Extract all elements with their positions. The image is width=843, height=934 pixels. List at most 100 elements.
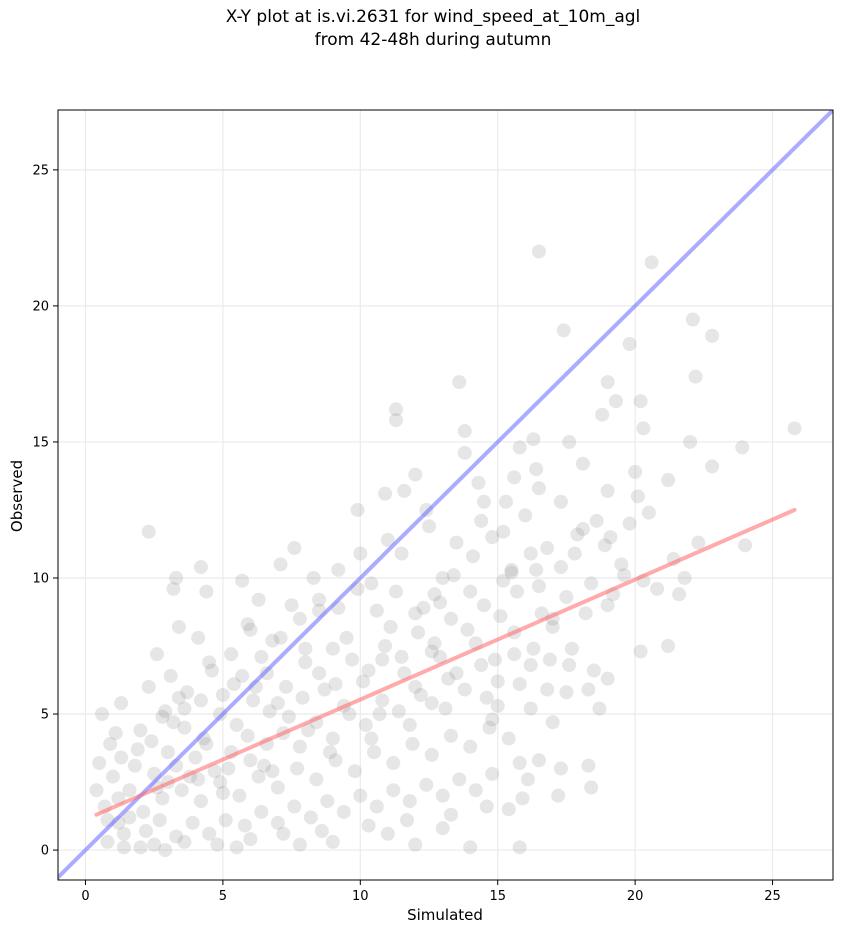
data-point: [523, 658, 538, 673]
data-point: [339, 630, 354, 645]
data-point: [367, 745, 382, 760]
data-point: [171, 619, 186, 634]
data-point: [474, 658, 489, 673]
data-point: [306, 570, 321, 585]
data-point: [345, 652, 360, 667]
data-point: [479, 799, 494, 814]
data-point: [356, 674, 371, 689]
data-point: [155, 709, 170, 724]
data-point: [487, 652, 502, 667]
data-point: [254, 649, 269, 664]
data-point: [122, 810, 137, 825]
data-point: [177, 834, 192, 849]
data-point: [457, 445, 472, 460]
data-point: [323, 745, 338, 760]
data-point: [215, 687, 230, 702]
data-point: [600, 375, 615, 390]
data-point: [116, 840, 131, 855]
data-point: [586, 663, 601, 678]
data-point: [158, 843, 173, 858]
data-point: [166, 581, 181, 596]
plot-frame: [57, 109, 834, 881]
data-point: [457, 682, 472, 697]
data-point: [485, 766, 500, 781]
data-point: [644, 255, 659, 270]
data-point: [290, 761, 305, 776]
data-point: [336, 804, 351, 819]
data-point: [301, 723, 316, 738]
data-point: [650, 581, 665, 596]
data-point: [504, 562, 519, 577]
data-point: [553, 494, 568, 509]
data-point: [108, 726, 123, 741]
data-point: [531, 579, 546, 594]
data-point: [292, 611, 307, 626]
data-point: [540, 541, 555, 556]
data-point: [435, 821, 450, 836]
data-point: [152, 813, 167, 828]
data-point: [180, 685, 195, 700]
data-point: [166, 715, 181, 730]
data-point: [408, 467, 423, 482]
data-point: [369, 799, 384, 814]
data-point: [405, 736, 420, 751]
data-point: [443, 728, 458, 743]
data-point: [705, 328, 720, 343]
data-point: [397, 483, 412, 498]
data-point: [144, 734, 159, 749]
data-point: [512, 840, 527, 855]
data-point: [424, 696, 439, 711]
data-point: [542, 652, 557, 667]
data-point: [584, 576, 599, 591]
data-point: [243, 622, 258, 637]
data-point: [191, 772, 206, 787]
data-point: [353, 546, 368, 561]
data-point: [127, 758, 142, 773]
data-point: [402, 717, 417, 732]
data-point: [312, 666, 327, 681]
y-tick-label: 25: [32, 163, 49, 178]
data-point: [449, 535, 464, 550]
data-point: [677, 570, 692, 585]
data-point: [122, 783, 137, 798]
data-point: [452, 375, 467, 390]
data-point: [564, 641, 579, 656]
data-point: [688, 369, 703, 384]
data-point: [380, 532, 395, 547]
data-point: [617, 568, 632, 583]
data-point: [490, 674, 505, 689]
data-point: [386, 756, 401, 771]
data-point: [361, 663, 376, 678]
data-point: [235, 573, 250, 588]
data-point: [435, 570, 450, 585]
y-tick-label: 20: [32, 299, 49, 314]
data-point: [408, 606, 423, 621]
data-point: [452, 772, 467, 787]
data-point: [463, 739, 478, 754]
data-point: [177, 701, 192, 716]
data-point: [298, 641, 313, 656]
data-point: [221, 761, 236, 776]
data-point: [630, 489, 645, 504]
data-point: [185, 815, 200, 830]
data-point: [353, 788, 368, 803]
data-point: [328, 677, 343, 692]
data-point: [468, 783, 483, 798]
data-point: [169, 570, 184, 585]
data-point: [529, 562, 544, 577]
data-point: [303, 810, 318, 825]
data-point: [383, 619, 398, 634]
data-point: [457, 424, 472, 439]
data-point: [443, 611, 458, 626]
data-point: [270, 780, 285, 795]
data-point: [603, 530, 618, 545]
data-point: [471, 475, 486, 490]
data-point: [240, 617, 255, 632]
data-point: [226, 677, 241, 692]
chart-title: X-Y plot at is.vi.2631 for wind_speed_at…: [0, 6, 843, 52]
data-point: [298, 655, 313, 670]
data-point: [155, 791, 170, 806]
data-point: [246, 693, 261, 708]
data-point: [210, 837, 225, 852]
data-point: [224, 647, 239, 662]
